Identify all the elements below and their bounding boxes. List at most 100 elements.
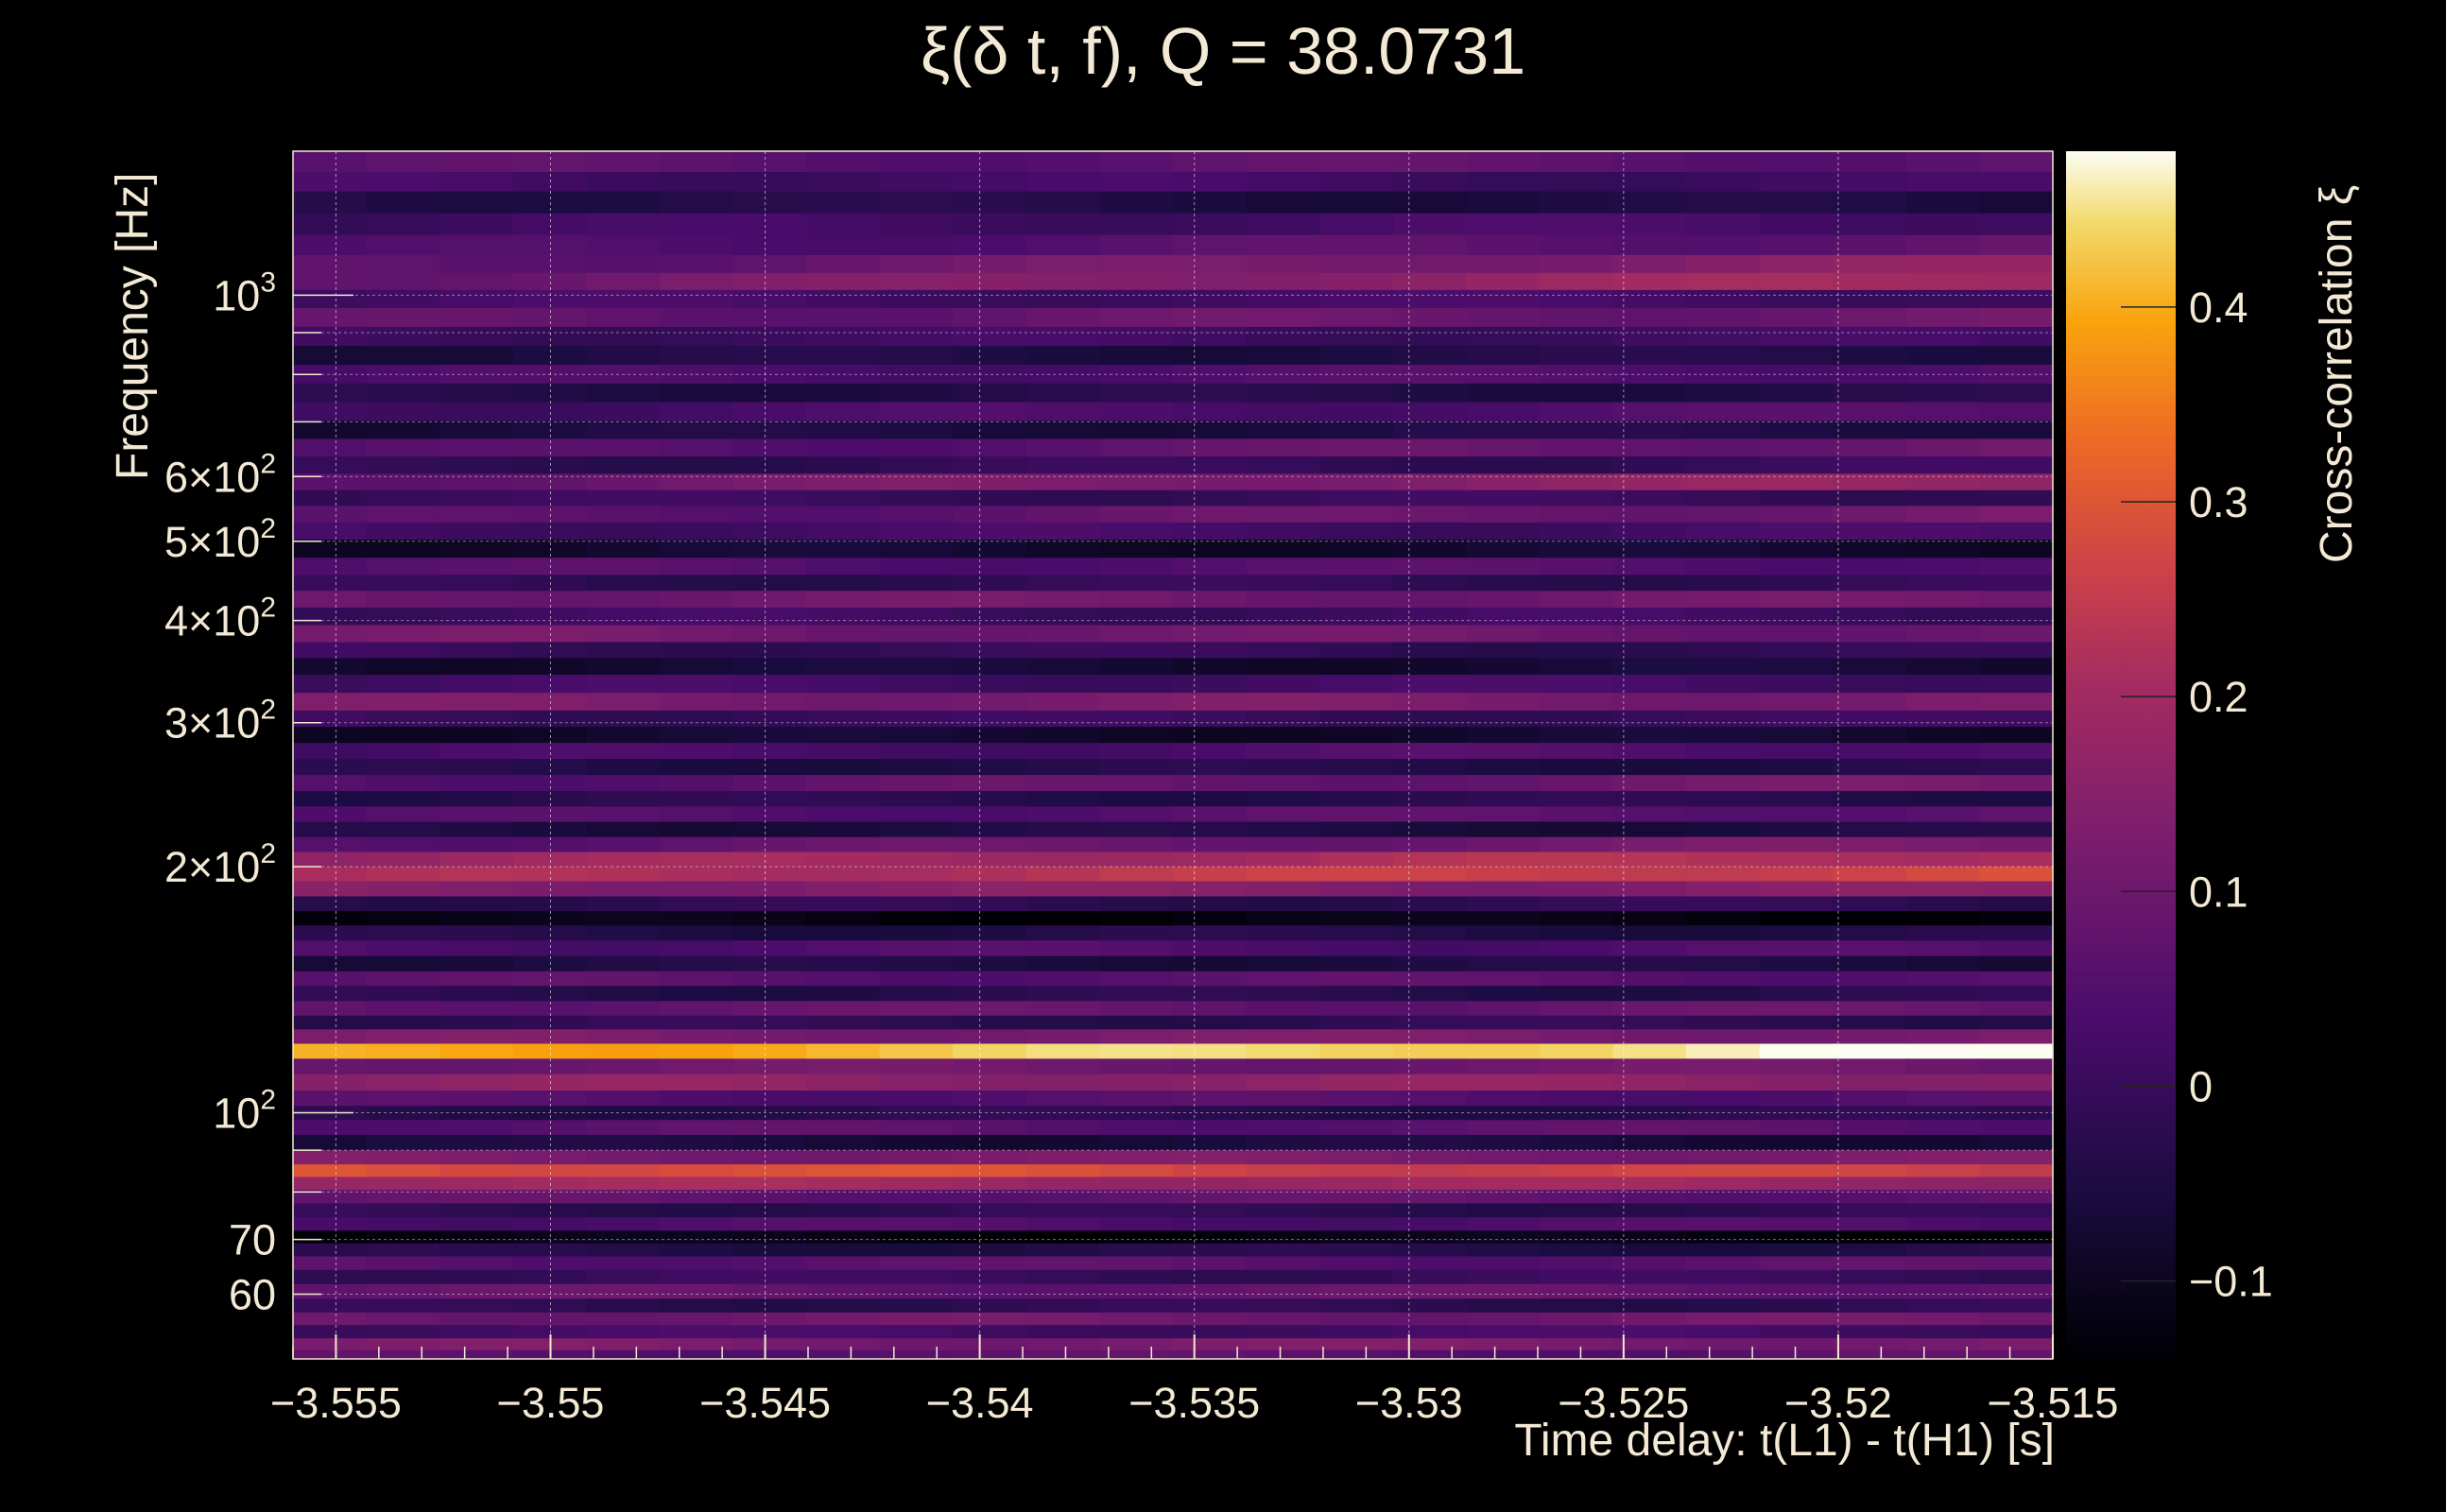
heatmap-cell <box>1539 402 1614 421</box>
heatmap-cell <box>366 1312 440 1326</box>
heatmap-cell <box>512 575 587 592</box>
heatmap-cell <box>1099 272 1174 291</box>
heatmap-cell <box>1319 345 1394 366</box>
heatmap-cell <box>366 345 440 366</box>
heatmap-cell <box>1466 234 1541 256</box>
heatmap-cell <box>1759 881 1834 898</box>
heatmap-cell <box>439 727 514 744</box>
heatmap-cell <box>1319 791 1394 807</box>
heatmap-cell <box>439 607 514 627</box>
heatmap-cell <box>293 272 368 291</box>
heatmap-cell <box>1246 1325 1320 1339</box>
heatmap-cell <box>879 1217 954 1231</box>
heatmap-cell <box>1686 575 1761 592</box>
heatmap-cell <box>1833 971 1907 987</box>
heatmap-cell <box>293 473 368 491</box>
heatmap-cell <box>1319 1150 1394 1165</box>
heatmap-cell <box>659 172 734 193</box>
heatmap-cell <box>1319 1015 1394 1030</box>
heatmap-cell <box>366 1001 440 1017</box>
heatmap-cell <box>366 710 440 728</box>
heatmap-cell <box>586 851 661 868</box>
heatmap-cell <box>586 151 661 173</box>
heatmap-cell <box>1833 1091 1907 1107</box>
heatmap-cell <box>1905 775 1980 792</box>
heatmap-cell <box>879 1029 954 1045</box>
heatmap-cell <box>1246 1106 1320 1121</box>
heatmap-cell <box>586 1150 661 1165</box>
heatmap-cell <box>293 775 368 792</box>
heatmap-cell <box>953 1120 1027 1136</box>
heatmap-cell <box>1173 881 1248 898</box>
heatmap-cell <box>1466 1325 1541 1339</box>
heatmap-cell <box>1759 1150 1834 1165</box>
heatmap-cell <box>1025 1325 1100 1339</box>
x-tick-label: −3.535 <box>1128 1379 1260 1427</box>
heatmap-cell <box>1099 881 1174 898</box>
heatmap-cell <box>879 675 954 694</box>
heatmap-cell <box>439 1298 514 1314</box>
heatmap-cell <box>1466 710 1541 728</box>
heatmap-cell <box>293 1217 368 1231</box>
heatmap-cell <box>1319 1001 1394 1017</box>
heatmap-cell <box>512 1256 587 1271</box>
heatmap-cell <box>1905 1074 1980 1091</box>
heatmap-cell <box>1025 473 1100 491</box>
heatmap-cell <box>586 607 661 627</box>
heatmap-cell <box>1246 1091 1320 1107</box>
heatmap-cell <box>1246 421 1320 439</box>
heatmap-cell <box>1246 821 1320 838</box>
heatmap-cell <box>1466 1150 1541 1165</box>
heatmap-cell <box>659 1091 734 1107</box>
y-tick-label: 5×102 <box>164 513 276 566</box>
heatmap-cell <box>1025 456 1100 474</box>
heatmap-cell <box>439 490 514 507</box>
heatmap-cell <box>879 821 954 838</box>
heatmap-cell <box>1319 1217 1394 1231</box>
heatmap-cell <box>1833 1243 1907 1258</box>
heatmap-cell <box>879 1106 954 1121</box>
heatmap-cell <box>1612 1298 1687 1314</box>
heatmap-cell <box>1612 881 1687 898</box>
heatmap-cell <box>1025 867 1100 883</box>
heatmap-cell <box>1686 326 1761 347</box>
heatmap-cell <box>1246 1120 1320 1136</box>
heatmap-cell <box>1905 402 1980 421</box>
heatmap-cell <box>1905 234 1980 256</box>
heatmap-cell <box>1319 911 1394 926</box>
heatmap-cell <box>806 213 881 236</box>
heatmap-cell <box>1466 473 1541 491</box>
heatmap-cell <box>806 642 881 659</box>
heatmap-cell <box>1173 1001 1248 1017</box>
heatmap-cell <box>1466 254 1541 274</box>
heatmap-cell <box>1612 1029 1687 1045</box>
heatmap-cell <box>1833 851 1907 868</box>
heatmap-cell <box>1025 955 1100 972</box>
heatmap-cell <box>512 421 587 439</box>
heatmap-cell <box>1025 1203 1100 1218</box>
heatmap-cell <box>1686 867 1761 883</box>
heatmap-cell <box>366 607 440 627</box>
heatmap-cell <box>1319 1312 1394 1326</box>
heatmap-cell <box>1979 326 2054 347</box>
heatmap-cell <box>293 1120 368 1136</box>
heatmap-cell <box>1979 254 2054 274</box>
heatmap-cell <box>659 522 734 541</box>
heatmap-cell <box>1246 575 1320 592</box>
heatmap-cell <box>1539 1074 1614 1091</box>
heatmap-cell <box>1466 1217 1541 1231</box>
heatmap-cell <box>1686 254 1761 274</box>
heatmap-cell <box>512 743 587 760</box>
heatmap-cell <box>1833 1120 1907 1136</box>
heatmap-cell <box>1539 234 1614 256</box>
heatmap-cell <box>1833 1015 1907 1030</box>
heatmap-cell <box>1025 1298 1100 1314</box>
heatmap-cell <box>879 1001 954 1017</box>
heatmap-cell <box>1319 821 1394 838</box>
heatmap-cell <box>953 1312 1027 1326</box>
heatmap-cell <box>1392 1217 1467 1231</box>
heatmap-cell <box>659 1001 734 1017</box>
heatmap-cell <box>732 1043 807 1059</box>
heatmap-cell <box>879 558 954 576</box>
heatmap-cell <box>659 421 734 439</box>
